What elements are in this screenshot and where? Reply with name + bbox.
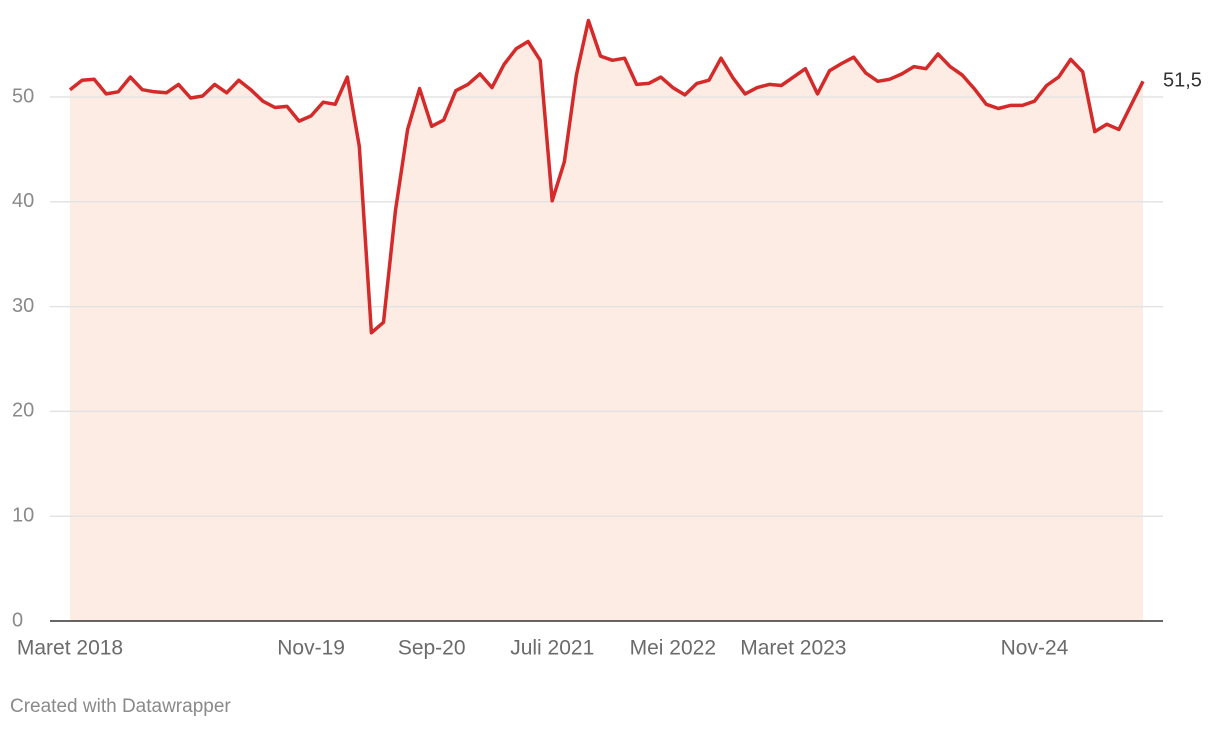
x-tick-label: Sep-20 [398,637,466,660]
y-tick-label: 10 [12,504,34,526]
x-tick-label: Maret 2018 [17,637,123,660]
y-tick-label: 30 [12,295,34,317]
x-tick-label: Nov-24 [1001,637,1069,660]
value-label: 51,5 [1163,70,1202,92]
x-tick-label: Maret 2023 [740,637,846,660]
y-tick-label: 50 [12,85,34,107]
footer: Created with Datawrapper [10,696,231,717]
x-tick-label: Juli 2021 [510,637,594,660]
y-tick-label: 40 [12,190,34,212]
y-tick-label: 0 [12,609,23,631]
x-tick-label: Mei 2022 [630,637,716,660]
y-tick-label: 20 [12,400,34,422]
line [68,18,1145,335]
area [70,20,1143,621]
x-tick-label: Nov-19 [277,637,345,660]
